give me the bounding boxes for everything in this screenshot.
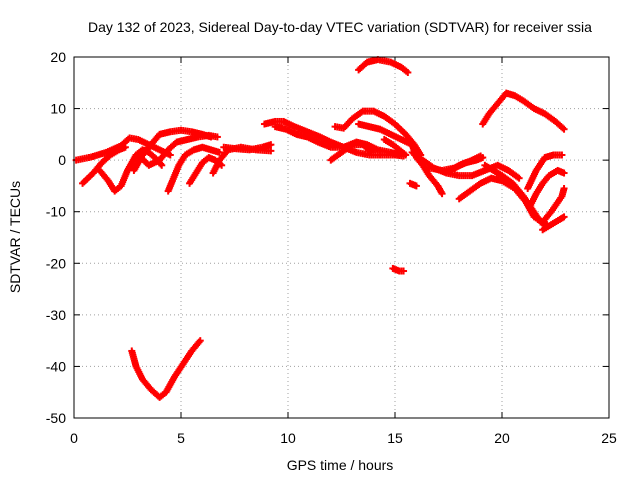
x-tick-label: 15 bbox=[387, 430, 403, 446]
data-point bbox=[560, 185, 568, 193]
series-arc-29 bbox=[128, 337, 204, 401]
x-tick-label: 5 bbox=[177, 430, 185, 446]
series-arc-22 bbox=[447, 152, 485, 174]
series-arc-03 bbox=[96, 146, 166, 195]
tick-labels: 0 5 10 15 20 25 -50 -40 -30 -20 -10 0 10 20 bbox=[46, 49, 617, 446]
y-axis-label: SDTVAR / TECUs bbox=[7, 181, 23, 293]
series-arc-26 bbox=[524, 151, 566, 193]
series-arc-19 bbox=[408, 141, 446, 198]
y-tick-label: 10 bbox=[50, 101, 66, 117]
data-point bbox=[560, 125, 568, 133]
axis-ticks bbox=[73, 56, 610, 419]
data-point bbox=[267, 141, 275, 149]
series-arc-13 bbox=[331, 107, 425, 159]
x-tick-label: 10 bbox=[280, 430, 296, 446]
y-tick-label: -10 bbox=[46, 204, 66, 220]
data-point bbox=[158, 161, 166, 169]
series-arc-17 bbox=[389, 264, 408, 275]
data-point bbox=[196, 337, 204, 345]
data-point bbox=[267, 147, 275, 155]
data-point bbox=[438, 190, 446, 198]
data-point bbox=[412, 182, 420, 190]
data-point bbox=[367, 148, 375, 156]
x-axis-label: GPS time / hours bbox=[287, 457, 394, 473]
chart-title: Day 132 of 2023, Sidereal Day-to-day VTE… bbox=[88, 19, 592, 35]
series-arc-25 bbox=[481, 161, 551, 229]
x-tick-label: 25 bbox=[601, 430, 617, 446]
series-arc-15 bbox=[355, 56, 412, 76]
data-point bbox=[216, 148, 224, 156]
x-tick-label: 0 bbox=[70, 430, 78, 446]
plot-frame bbox=[73, 56, 610, 419]
data-point bbox=[477, 152, 485, 160]
x-tick-label: 20 bbox=[494, 430, 510, 446]
series-arc-27 bbox=[526, 166, 568, 211]
series-arc-28 bbox=[539, 213, 568, 234]
series-arc-06 bbox=[164, 143, 224, 195]
y-tick-label: -40 bbox=[46, 358, 66, 374]
y-tick-label: -50 bbox=[46, 410, 66, 426]
data-point bbox=[515, 174, 523, 182]
data-series bbox=[72, 56, 568, 401]
data-point bbox=[560, 169, 568, 177]
series-arc-09 bbox=[220, 141, 275, 154]
data-point bbox=[404, 68, 412, 76]
data-point bbox=[558, 151, 566, 159]
data-point bbox=[402, 151, 410, 159]
series-arc-18 bbox=[406, 179, 420, 190]
data-point bbox=[213, 133, 221, 141]
data-point bbox=[400, 267, 408, 275]
series-arc-05 bbox=[134, 131, 221, 169]
y-tick-label: 20 bbox=[50, 49, 66, 65]
y-tick-label: -20 bbox=[46, 255, 66, 271]
series-arc-12 bbox=[327, 141, 375, 164]
series-arc-24 bbox=[479, 89, 568, 133]
data-point bbox=[560, 213, 568, 221]
y-tick-label: 0 bbox=[58, 152, 66, 168]
series-arc-02 bbox=[79, 143, 129, 187]
y-tick-label: -30 bbox=[46, 307, 66, 323]
series-arc-16 bbox=[380, 136, 410, 159]
data-point bbox=[121, 143, 129, 151]
grid bbox=[74, 57, 609, 418]
